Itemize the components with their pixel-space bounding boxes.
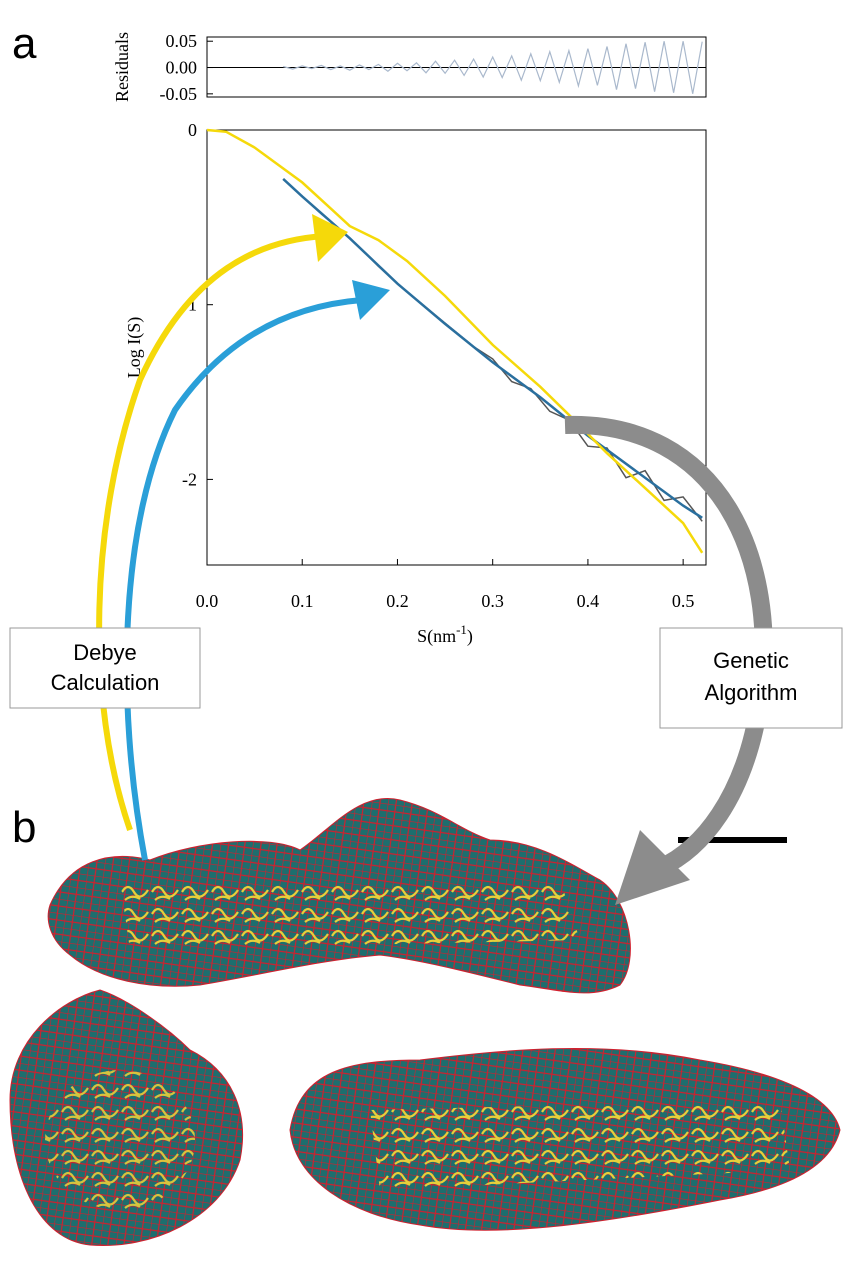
- box-text: Genetic: [713, 648, 789, 673]
- molecule-views: [9, 798, 841, 1247]
- data-line: [282, 178, 703, 522]
- data-line: [206, 128, 704, 554]
- x-tick-label: 0.2: [386, 591, 409, 611]
- box-text: Debye: [73, 640, 137, 665]
- y-tick-label: 0: [188, 120, 197, 140]
- x-tick-label: 0.4: [577, 591, 600, 611]
- annotation-box: Debye Calculation Genetic Algorithm: [9, 627, 843, 729]
- x-axis-label: S(nm-1): [417, 622, 473, 647]
- box-text: Algorithm: [705, 680, 798, 705]
- x-axis-label-part: ): [467, 626, 473, 647]
- data-line: [283, 41, 703, 94]
- y-tick-label: 0.00: [166, 58, 198, 78]
- data-line: [282, 177, 703, 519]
- y-tick-label: -2: [182, 469, 197, 489]
- x-tick-label: 0.0: [196, 591, 219, 611]
- y-tick-label: -0.05: [160, 84, 198, 104]
- plots: 0.05 0.00 -0.05 Residuals 0 -1 -2 0.0 0.1 0.2 0.3 0…: [112, 31, 707, 647]
- x-axis-label-part: S(nm: [417, 626, 456, 647]
- x-axis-label-part: -1: [456, 622, 467, 637]
- y-axis-label: Residuals: [112, 32, 132, 102]
- panel-label: b: [12, 803, 36, 852]
- box-text: Calculation: [51, 670, 160, 695]
- panel-label: a: [12, 19, 37, 68]
- plot-frame: [206, 129, 707, 566]
- x-tick-label: 0.5: [672, 591, 695, 611]
- arrows: [96, 214, 773, 905]
- x-tick-label: 0.3: [481, 591, 504, 611]
- x-tick-label: 0.1: [291, 591, 314, 611]
- y-axis-label: Log I(S): [124, 317, 145, 379]
- plot-frame: [206, 36, 707, 98]
- y-tick-label: 0.05: [166, 31, 198, 51]
